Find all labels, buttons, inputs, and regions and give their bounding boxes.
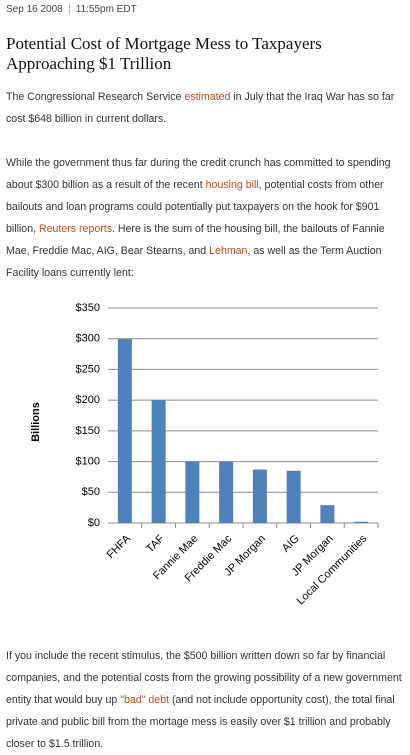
text: The Congressional Research Service — [6, 91, 185, 103]
post-title: Potential Cost of Mortgage Mess to Taxpa… — [6, 34, 322, 73]
bar — [320, 505, 335, 523]
chart: Billions $0 $50 $100 $150 $200 $250 $300 $350 FH… — [30, 302, 379, 607]
x-tick-label: TAF — [144, 532, 167, 555]
text: (and not include opportunity cost), the … — [6, 694, 395, 750]
bar — [219, 461, 234, 523]
y-tick-label: $350 — [76, 302, 100, 314]
text: While the government thus far during the… — [6, 157, 391, 191]
post-meta: Sep 16 2008 11:55pm EDT — [6, 4, 137, 15]
y-tick-label: $200 — [76, 394, 100, 406]
paragraph: If you include the recent stimulus, the … — [6, 645, 404, 755]
link[interactable]: "bad" debt — [120, 694, 170, 706]
bar — [252, 469, 267, 523]
x-tick-label: AIG — [280, 533, 302, 555]
bar — [185, 461, 200, 523]
post-date: Sep 16 2008 — [6, 4, 63, 15]
text: in July that the Iraq War has so far cos… — [6, 91, 395, 125]
post-time: 11:55pm EDT — [68, 4, 137, 15]
x-tick-label: FHFA — [105, 532, 134, 561]
y-tick-label: $50 — [82, 486, 100, 498]
paragraph: While the government thus far during the… — [6, 152, 404, 284]
y-tick-label: $0 — [88, 517, 100, 529]
bar — [117, 338, 132, 523]
y-axis-label: Billions — [30, 402, 42, 442]
y-tick-label: $250 — [76, 363, 100, 375]
link[interactable]: housing bill — [205, 179, 259, 191]
bar — [151, 400, 166, 523]
bar — [354, 521, 369, 523]
y-tick-label: $300 — [76, 333, 100, 345]
y-tick-label: $150 — [76, 425, 100, 437]
link[interactable]: estimated — [184, 91, 231, 103]
paragraph: The Congressional Research Service estim… — [6, 86, 404, 130]
text: . Here is the sum of the housing bill, t… — [6, 223, 385, 257]
y-tick-label: $100 — [76, 455, 100, 467]
link[interactable]: Lehman — [209, 245, 248, 257]
link[interactable]: Reuters reports — [38, 223, 112, 235]
text: , potential costs from other bailouts an… — [6, 179, 384, 235]
bar — [286, 470, 301, 523]
text: , as well as the Term Auction Facility l… — [6, 245, 382, 279]
text: If you include the recent stimulus, the … — [6, 650, 402, 706]
